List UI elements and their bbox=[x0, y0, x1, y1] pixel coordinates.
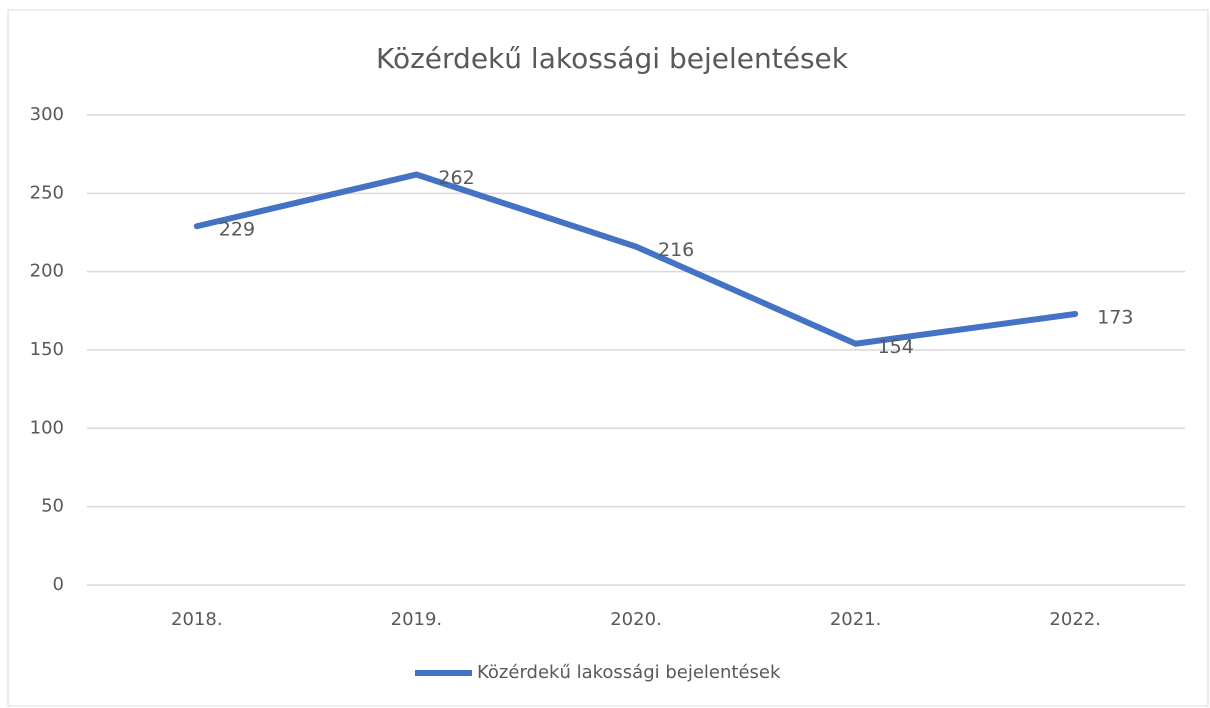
y-tick-label: 50 bbox=[41, 496, 64, 517]
y-tick-label: 200 bbox=[30, 261, 64, 282]
x-tick-label: 2021. bbox=[830, 609, 882, 630]
data-label: 173 bbox=[1097, 306, 1133, 328]
y-tick-label: 0 bbox=[53, 574, 64, 595]
data-label: 216 bbox=[658, 239, 694, 261]
chart-frame bbox=[7, 9, 1209, 707]
x-tick-label: 2019. bbox=[391, 609, 443, 630]
chart-title: Közérdekű lakossági bejelentések bbox=[376, 42, 849, 75]
x-tick-label: 2022. bbox=[1049, 609, 1101, 630]
line-series bbox=[193, 171, 1079, 347]
legend-label: Közérdekű lakossági bejelentések bbox=[477, 662, 781, 683]
x-tick-label: 2018. bbox=[171, 609, 223, 630]
data-label: 262 bbox=[438, 167, 474, 189]
data-label: 229 bbox=[219, 219, 255, 241]
y-tick-label: 150 bbox=[30, 339, 64, 360]
data-label: 154 bbox=[878, 336, 914, 358]
y-tick-label: 250 bbox=[30, 182, 64, 203]
x-tick-label: 2020. bbox=[610, 609, 662, 630]
y-tick-label: 100 bbox=[30, 417, 64, 438]
y-tick-label: 300 bbox=[30, 104, 64, 125]
